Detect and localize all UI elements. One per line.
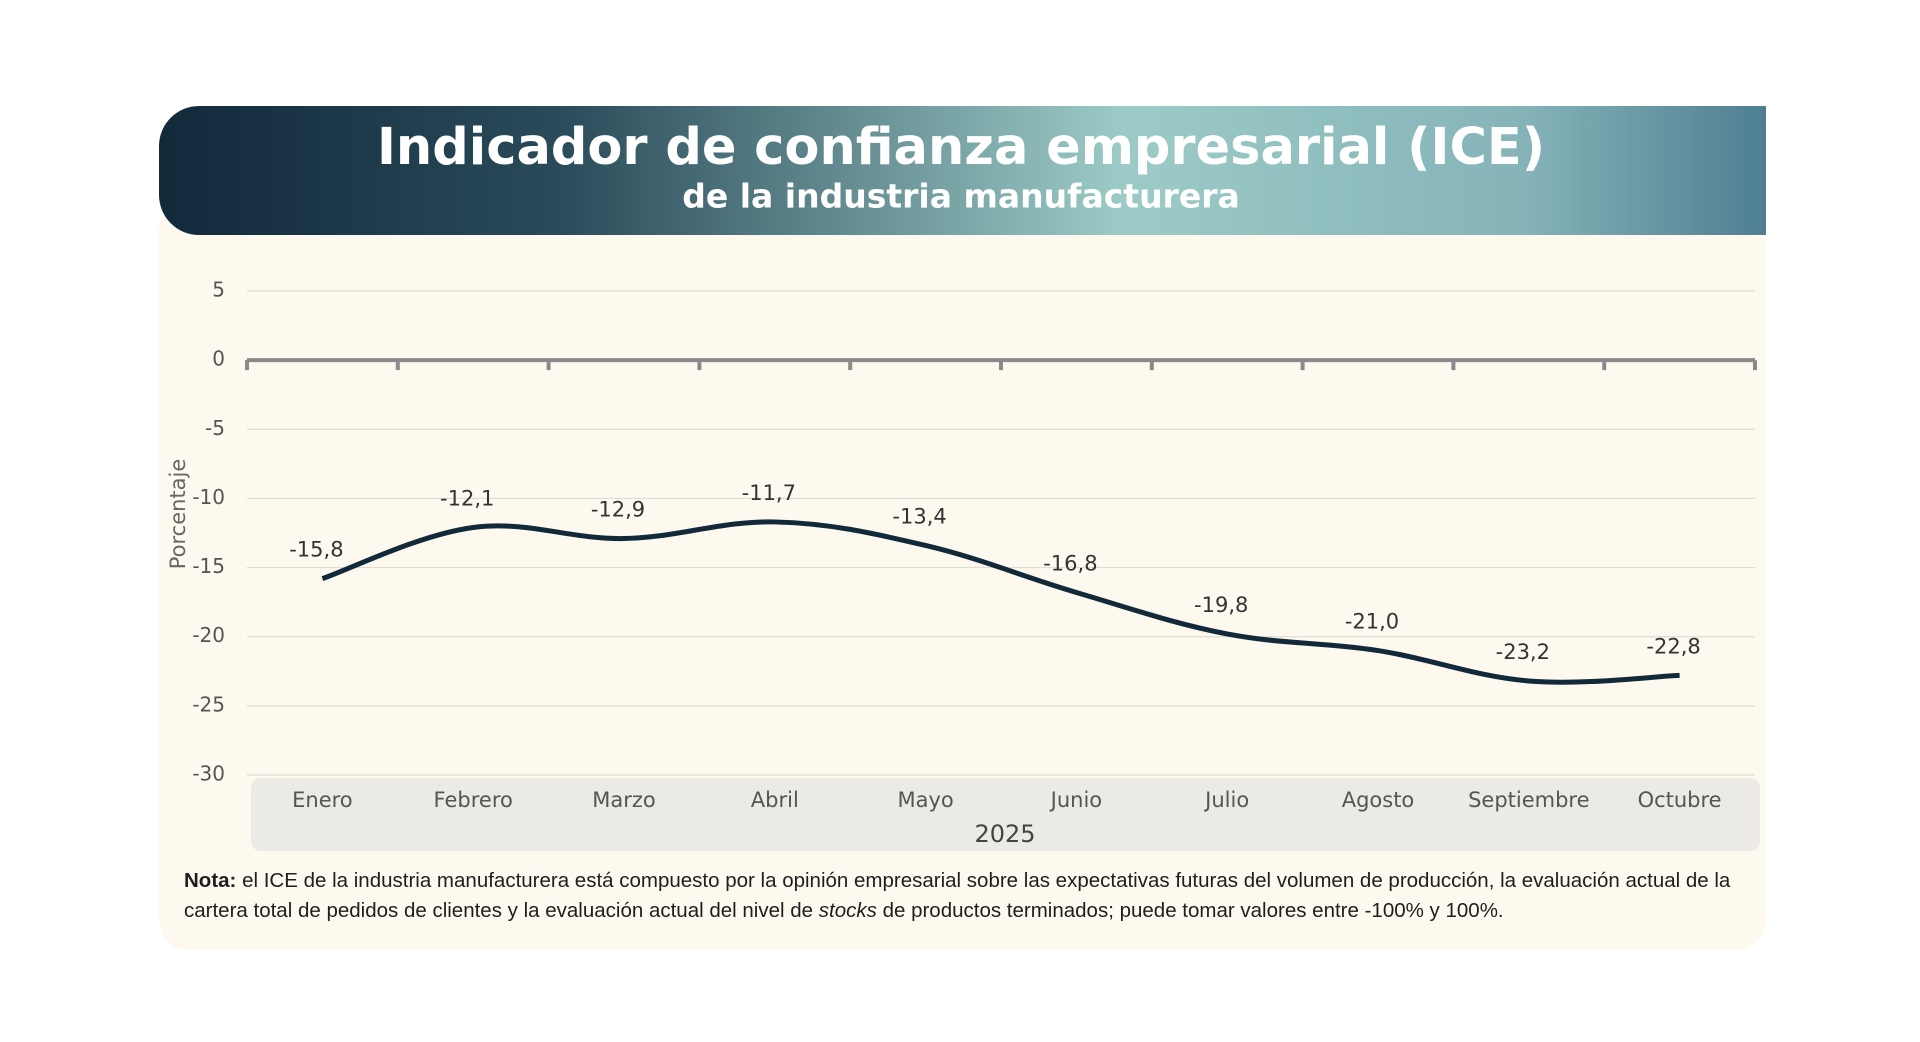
y-tick-label: 0 [212,347,225,371]
y-tick-label: -25 [192,692,225,716]
note: Nota: el ICE de la industria manufacture… [184,866,1754,926]
x-axis-label: 2025 [974,820,1035,848]
data-label: -13,4 [892,504,946,528]
x-tick-label: Septiembre [1468,788,1589,812]
y-tick-label: -5 [205,416,225,440]
y-axis-label: Porcentaje [166,459,190,570]
data-label: -12,9 [591,498,645,522]
x-tick-label: Octubre [1638,788,1722,812]
y-tick-label: -10 [192,485,225,509]
data-label: -11,7 [742,481,796,505]
x-tick-label: Enero [292,788,353,812]
y-tick-label: -15 [192,554,225,578]
x-tick-label: Agosto [1342,788,1415,812]
x-tick-label: Febrero [434,788,513,812]
x-tick-label: Abril [751,788,799,812]
data-label: -16,8 [1043,551,1097,575]
note-italic: stocks [818,899,877,922]
y-tick-label: -20 [192,623,225,647]
data-label: -21,0 [1345,610,1399,634]
x-tick-label: Marzo [592,788,656,812]
chart-subtitle: de la industria manufacturera [682,177,1240,216]
line [321,519,1680,685]
x-tick-label: Mayo [897,788,953,812]
card [159,200,1766,950]
note-text: el ICE de la industria manufacturera est… [184,869,1731,922]
data-label: -12,1 [440,486,494,510]
y-tick-label: 5 [212,278,225,302]
data-label: -15,8 [289,538,343,562]
y-tick-label: -30 [192,762,225,786]
data-label: -19,8 [1194,593,1248,617]
category-band [251,778,1760,851]
note-text: de productos terminados; puede tomar val… [876,899,1504,922]
x-tick-label: Junio [1049,788,1103,812]
data-label: -22,8 [1646,634,1700,658]
chart-title: Indicador de confianza empresarial (ICE) [377,118,1545,177]
note-label: Nota: [184,869,237,892]
header [159,106,1766,235]
x-tick-label: Julio [1203,788,1249,812]
data-label: -23,2 [1496,640,1550,664]
